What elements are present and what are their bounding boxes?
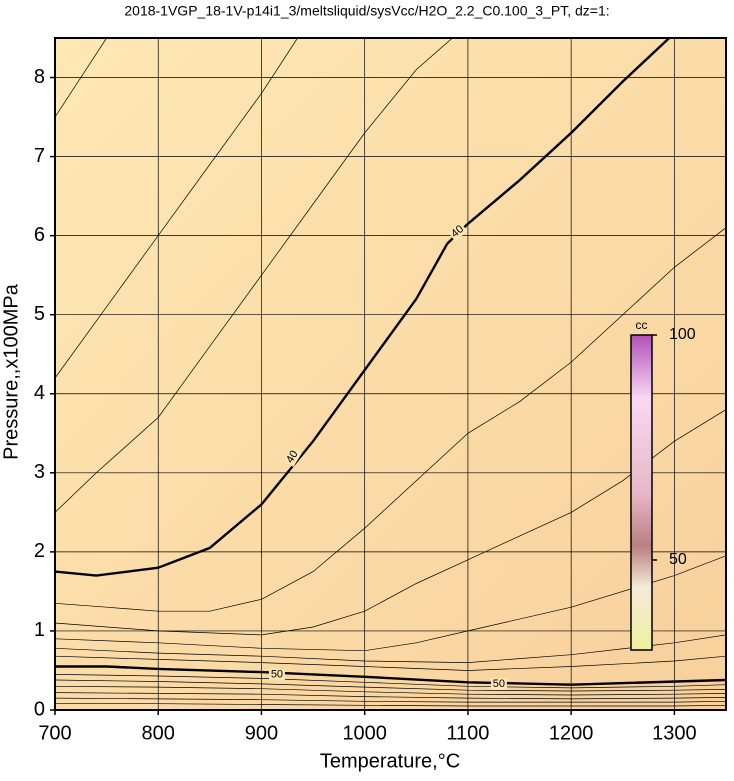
colorbar-label: cc	[636, 318, 648, 332]
contour-line	[55, 697, 726, 703]
contour-line	[55, 685, 726, 696]
contour-line	[55, 38, 453, 513]
y-tick-label: 0	[34, 698, 45, 720]
x-tick-label: 800	[142, 722, 175, 744]
contour-line	[55, 38, 671, 577]
contour-line	[55, 634, 726, 663]
x-tick-label: 900	[245, 722, 278, 744]
contour-line	[55, 692, 726, 700]
x-tick-label: 700	[38, 722, 71, 744]
y-tick-label: 1	[34, 619, 45, 641]
contour-label: 40	[284, 449, 301, 466]
colorbar	[630, 334, 653, 651]
contour-label-bg	[283, 447, 302, 467]
y-axis-label: Pressure,,x100MPa	[0, 283, 22, 460]
contour-label: 50	[493, 678, 505, 690]
x-axis-label: Temperature,°C	[320, 750, 460, 772]
contour-line	[55, 655, 726, 671]
contour-label-bg	[447, 221, 468, 242]
y-tick-label: 6	[34, 224, 45, 246]
y-tick-label: 7	[34, 145, 45, 167]
y-tick-label: 4	[34, 382, 45, 404]
y-tick-label: 3	[34, 461, 45, 483]
contour-label-bg	[268, 668, 285, 681]
plot-frame	[54, 37, 727, 711]
y-tick-label: 2	[34, 540, 45, 562]
contour-label-bg	[490, 677, 507, 690]
axes: 700 800 900 1000 1100 1200 1300 0 1 2 3 4 5 6 7 8	[34, 66, 697, 744]
x-tick-label: 1100	[446, 722, 489, 744]
y-tick-label: 8	[34, 66, 45, 88]
contour-line	[55, 703, 726, 707]
contour-line	[55, 665, 726, 686]
chart-title: 2018-1VGP_18-1V-p14i1_3/meltsliquid/sysV…	[124, 3, 609, 19]
contour-line	[55, 679, 726, 692]
contour-line	[55, 674, 726, 689]
colorbar-tick-label: 100	[669, 326, 696, 343]
plot-background	[55, 38, 726, 710]
contour-line	[55, 227, 726, 612]
x-tick-label: 1200	[549, 722, 594, 744]
contour-line	[55, 38, 107, 118]
colorbar-tick-label: 50	[669, 551, 687, 568]
x-tick-label: 1300	[652, 722, 697, 744]
contour-label: 50	[271, 668, 283, 680]
y-tick-label: 5	[34, 303, 45, 325]
x-tick-label: 1000	[342, 722, 387, 744]
contour-line	[55, 38, 298, 379]
